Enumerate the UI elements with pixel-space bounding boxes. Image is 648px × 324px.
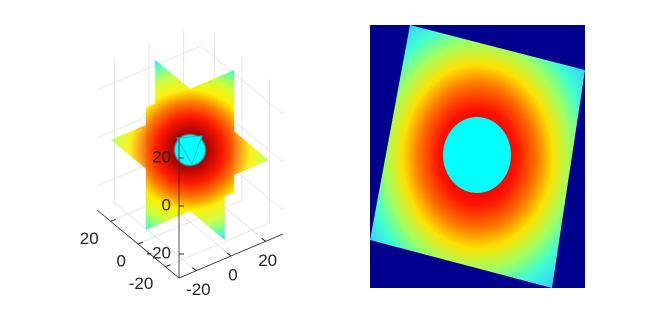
z-tick-label: -20 [146, 243, 171, 262]
y-tick [137, 241, 144, 245]
y-tick [165, 264, 171, 268]
x-tick [192, 267, 197, 272]
z-tick-label: 0 [162, 195, 171, 214]
y-tick [110, 218, 116, 222]
y-tick-label: 0 [117, 251, 126, 270]
core [176, 135, 203, 166]
y-tick-label: 20 [80, 229, 99, 248]
x-tick [261, 237, 266, 242]
z-tick-label: 20 [152, 147, 171, 166]
x-tick-label: 20 [258, 251, 277, 270]
y-tick-label: -20 [129, 274, 154, 293]
x-tick-label: -20 [186, 280, 211, 299]
image-core [443, 117, 511, 193]
x-tick [226, 252, 232, 257]
x-tick-label: 0 [228, 265, 237, 284]
image-plot [370, 25, 585, 288]
grid-line [165, 222, 270, 268]
